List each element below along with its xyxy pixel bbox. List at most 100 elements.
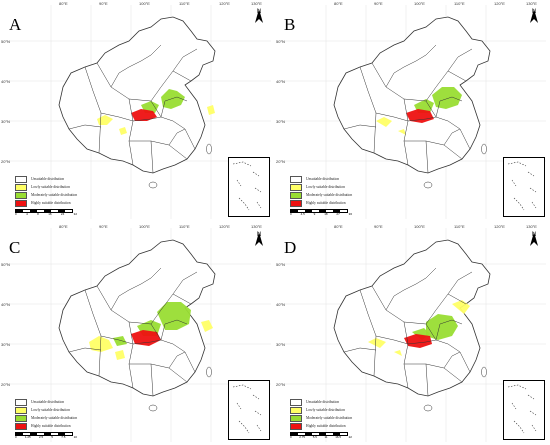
scale-bar-ticks: 0 1.25 2.5 5 7.5 10 (15, 435, 77, 439)
latitude-label: 20°N (276, 382, 285, 387)
scale-tick-label: 32 (73, 212, 77, 216)
latitude-label: 20°N (1, 382, 10, 387)
province-border (447, 271, 473, 295)
legend-label: Lowly suitable distribution (306, 408, 345, 412)
scale-tick-label: 16 (48, 212, 52, 216)
north-arrow-shape (530, 232, 538, 246)
south-china-sea-inset (503, 380, 545, 440)
north-arrow-icon (255, 232, 263, 246)
inset-boundary (513, 197, 525, 211)
panel-label: A (9, 15, 22, 34)
scale-tick-label: 8 (37, 212, 39, 216)
province-border (128, 321, 134, 389)
scale-tick-label: 0 (290, 212, 292, 216)
province-border (150, 323, 196, 373)
scale-bar: 0 2.75 5.5 11 16.5 22 (290, 432, 352, 440)
province-border (425, 70, 467, 102)
province-border (443, 128, 461, 146)
scale-bar-graphic (15, 432, 73, 436)
panel-label: D (284, 238, 297, 257)
legend-row: Lowly suitable distribution (290, 406, 410, 414)
scale-tick-label: 5.5 (312, 435, 317, 439)
province-border (172, 271, 198, 295)
longitude-label: 130°E (251, 224, 262, 229)
latitude-label: 50°N (276, 262, 285, 267)
province-border (403, 321, 409, 389)
high-suitability-area (404, 334, 432, 348)
scale-bar-graphic (290, 209, 348, 213)
scale-tick-label: 24 (60, 212, 65, 216)
latitude-label: 20°N (276, 159, 285, 164)
province-border (100, 335, 134, 345)
province-border (447, 48, 473, 72)
island-taiwan (206, 366, 212, 378)
scale-tick-label: 4.5 (300, 212, 305, 216)
province-border (160, 319, 188, 341)
north-arrow: N (252, 9, 266, 31)
island-taiwan (206, 143, 212, 155)
inset-boundary (252, 394, 260, 400)
longitude-label: 120°E (494, 1, 505, 6)
north-arrow: N (527, 9, 541, 31)
north-arrow-icon (530, 9, 538, 23)
legend-swatch (15, 398, 27, 406)
south-china-sea-inset (228, 380, 270, 440)
province-border (425, 293, 467, 325)
province-border (404, 140, 463, 160)
legend-row: Highly suitable distribution (290, 199, 410, 207)
latitude-label: 50°N (1, 39, 10, 44)
latitude-label: 40°N (1, 79, 10, 84)
inset-boundary (238, 197, 250, 211)
province-border (150, 140, 154, 174)
low-suitability-area (398, 129, 406, 135)
scale-tick-label: 0 (15, 212, 17, 216)
province-border (172, 48, 198, 72)
scale-tick-label: 18 (324, 212, 328, 216)
province-border (150, 363, 154, 397)
legend-row: Highly suitable distribution (290, 422, 410, 430)
province-border (132, 339, 162, 345)
legend-row: Highly suitable distribution (15, 422, 135, 430)
scale-bar-graphic (290, 432, 348, 436)
low-suitability-area (201, 320, 213, 332)
province-border (425, 140, 429, 174)
inset-boundary (254, 187, 262, 193)
north-arrow: N (252, 232, 266, 254)
scale-bar-graphic (15, 209, 73, 213)
inset-boundary (232, 384, 252, 390)
legend-label: Unsuitable distribution (306, 177, 340, 181)
legend-row: Moderately suitable distribution (15, 191, 135, 199)
low-suitability-area (207, 105, 215, 115)
province-border (100, 112, 134, 122)
inset-boundary (507, 384, 527, 390)
longitude-label: 110°E (454, 224, 465, 229)
legend-label: Unsuitable distribution (306, 400, 340, 404)
province-border (375, 112, 409, 122)
province-border (168, 128, 186, 146)
inset-boundary (254, 410, 262, 416)
province-border (343, 347, 377, 353)
panel-label: C (9, 238, 21, 257)
scale-tick-label: 36 (348, 212, 352, 216)
legend-label: Unsuitable distribution (31, 400, 65, 404)
province-border (96, 285, 152, 325)
legend-swatch (290, 422, 302, 430)
latitude-label: 30°N (276, 119, 285, 124)
scale-tick-label: 5 (51, 435, 54, 439)
north-arrow-icon (530, 232, 538, 246)
legend-row: Lowly suitable distribution (290, 183, 410, 191)
longitude-label: 80°E (334, 224, 343, 229)
province-border (84, 289, 102, 377)
scale-bar: 0 4 8 16 24 32 (15, 209, 77, 217)
inset-map (507, 161, 537, 211)
scale-bar: 0 1.25 2.5 5 7.5 10 (15, 432, 77, 440)
province-border (129, 363, 188, 383)
scale-tick-label: 1.25 (24, 435, 31, 439)
inset-map (232, 161, 262, 211)
scale-tick-label: 0 (15, 435, 17, 439)
inset-boundary (256, 424, 262, 432)
legend-label: Lowly suitable distribution (306, 185, 345, 189)
island-hainan (148, 181, 158, 189)
longitude-label: 120°E (219, 1, 230, 6)
legend-swatch (15, 414, 27, 422)
